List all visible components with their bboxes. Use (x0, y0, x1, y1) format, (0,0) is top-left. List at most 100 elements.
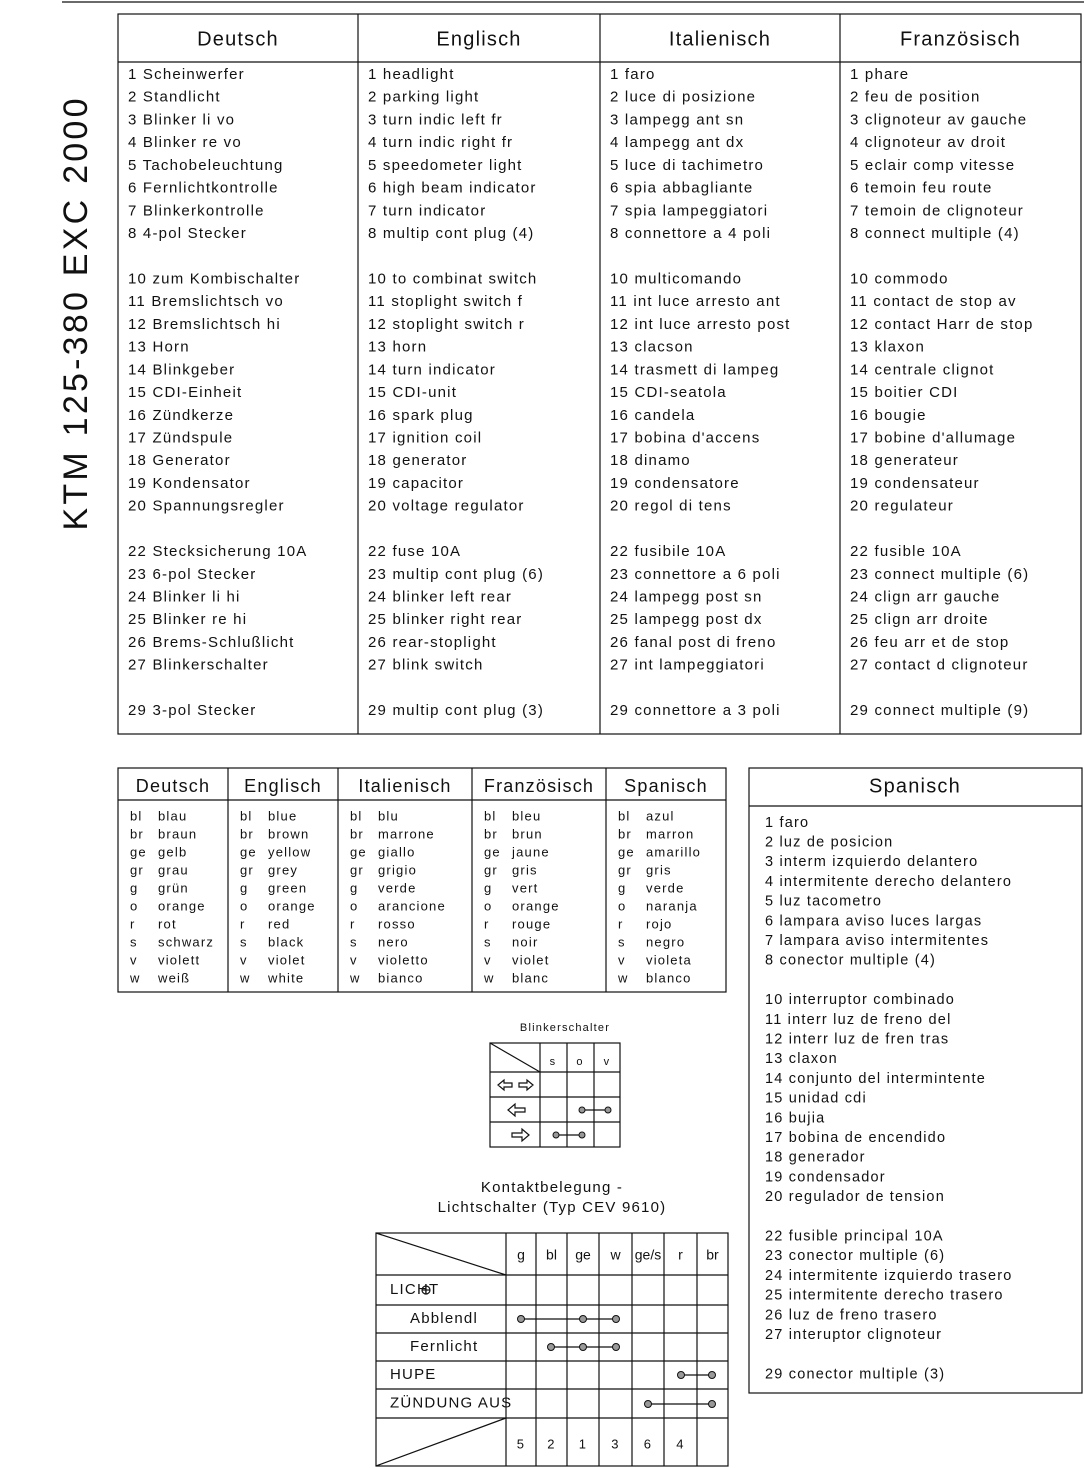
color-name: brun (512, 826, 543, 841)
legend-item: 19 Kondensator (128, 475, 251, 492)
color-code: gr (484, 862, 498, 877)
legend-item: 2 parking light (368, 89, 479, 106)
legend-item: 19 condensateur (850, 475, 980, 492)
color-code: s (484, 934, 492, 949)
legend-item: 20 regulateur (850, 498, 954, 515)
kontakt-row: Fernlicht (410, 1338, 478, 1355)
color-name: braun (158, 826, 197, 841)
color-name: orange (512, 898, 560, 913)
kontakt-column: ge/s (635, 1247, 661, 1263)
pin-number: 5 (517, 1436, 525, 1451)
legend-item: 15 unidad cdi (765, 1091, 867, 1107)
legend-item: 24 blinker left rear (368, 589, 512, 606)
legend-item: 7 temoin de clignoteur (850, 202, 1024, 219)
color-code: g (350, 880, 358, 895)
legend-item: 15 boitier CDI (850, 384, 959, 401)
legend-item: 1 Scheinwerfer (128, 66, 245, 83)
color-code: r (484, 916, 490, 931)
legend-item: 4 intermitente derecho delantero (765, 874, 1012, 890)
color-name: jaune (511, 844, 550, 859)
color-code: r (240, 916, 246, 931)
legend-item: 3 clignoteur av gauche (850, 111, 1027, 128)
color-code: br (484, 826, 498, 841)
legend-item: 23 connect multiple (6) (850, 566, 1029, 583)
pin-number: 3 (611, 1436, 619, 1451)
legend-item: 7 turn indicator (368, 202, 486, 219)
color-name: gris (646, 862, 672, 877)
color-code: s (618, 934, 626, 949)
column-header: Französisch (484, 776, 594, 796)
kontakt-column: w (609, 1247, 621, 1263)
legend-item: 15 CDI-unit (368, 384, 457, 401)
arrow-left (507, 1102, 526, 1118)
legend-item: 8 connect multiple (4) (850, 225, 1020, 242)
color-code: o (240, 898, 248, 913)
color-code: bl (618, 808, 631, 823)
contact-dot (604, 1106, 612, 1114)
grid-frame (375, 1232, 729, 1467)
legend-item: 2 feu de position (850, 89, 980, 106)
arrow-right (511, 1127, 530, 1143)
legend-item: 23 6-pol Stecker (128, 566, 256, 583)
legend-item: 7 Blinkerkontrolle (128, 202, 265, 219)
legend-item: 4 clignoteur av droit (850, 134, 1006, 151)
pin-number: 4 (676, 1436, 684, 1451)
legend-item: 1 phare (850, 66, 909, 83)
legend-item: 17 ignition coil (368, 429, 482, 446)
kontakt-column: g (517, 1247, 525, 1263)
legend-item: 24 clign arr gauche (850, 589, 1000, 606)
color-name: grigio (378, 862, 417, 877)
color-name: blanc (512, 970, 549, 985)
legend-item: 12 contact Harr de stop (850, 316, 1034, 333)
column-header: Deutsch (136, 776, 210, 796)
grid-frame (489, 1042, 621, 1148)
legend-item: 8 multip cont plug (4) (368, 225, 534, 242)
color-code: bl (130, 808, 143, 823)
column-header: Italienisch (358, 776, 451, 796)
legend-item: 2 luce di posizione (610, 89, 756, 106)
legend-item: 17 bobina d'accens (610, 429, 760, 446)
legend-item: 7 lampara aviso intermitentes (765, 933, 989, 949)
legend-item: 25 Blinker re hi (128, 611, 247, 628)
color-code: g (484, 880, 492, 895)
legend-item: 18 generador (765, 1150, 866, 1166)
color-name: vert (512, 880, 538, 895)
kontakt-column: ge (575, 1247, 591, 1263)
column-header: Englisch (436, 28, 521, 50)
rule (375, 1417, 507, 1467)
contact-dot (552, 1131, 560, 1139)
color-code: r (130, 916, 136, 931)
legend-item: 14 trasmett di lampeg (610, 361, 779, 378)
color-code: gr (618, 862, 632, 877)
legend-item: 10 commodo (850, 270, 949, 287)
legend-item: 29 conector multiple (3) (765, 1366, 945, 1382)
kontakt-column: br (706, 1247, 719, 1263)
contact-dot (677, 1371, 685, 1379)
color-name: marron (646, 826, 694, 841)
legend-item: 4 Blinker re vo (128, 134, 242, 151)
contact-dot (579, 1343, 587, 1351)
color-name: violeta (646, 952, 692, 967)
color-code: r (350, 916, 356, 931)
contact-dot (578, 1106, 586, 1114)
legend-item: 1 faro (610, 66, 656, 83)
color-name: orange (268, 898, 316, 913)
kontakt-row: LICHT (390, 1281, 439, 1298)
legend-item: 10 to combinat switch (368, 270, 537, 287)
legend-item: 22 fusible principal 10A (765, 1229, 944, 1245)
color-code: s (240, 934, 248, 949)
legend-item: 29 multip cont plug (3) (368, 702, 544, 719)
color-code: bl (484, 808, 497, 823)
legend-item: 3 turn indic left fr (368, 111, 503, 128)
kontakt-row: Abblendl (410, 1310, 478, 1327)
legend-item: 17 Zündspule (128, 429, 233, 446)
legend-item: 10 multicomando (610, 270, 742, 287)
kontakt-row: ZÜNDUNG AUS (390, 1393, 512, 1411)
color-name: arancione (378, 898, 446, 913)
contact-dot (708, 1400, 716, 1408)
column-header: Englisch (244, 776, 322, 796)
legend-item: 12 interr luz de fren tras (765, 1032, 949, 1048)
color-name: bleu (512, 808, 541, 823)
color-name: amarillo (646, 844, 701, 859)
color-name: verde (646, 880, 685, 895)
